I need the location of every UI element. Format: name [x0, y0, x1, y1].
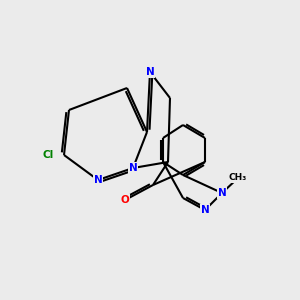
Text: O: O: [121, 195, 129, 205]
Text: N: N: [218, 188, 226, 198]
Text: N: N: [129, 163, 137, 173]
Text: Cl: Cl: [42, 150, 54, 160]
Text: N: N: [146, 67, 154, 77]
Text: N: N: [94, 175, 102, 185]
Text: N: N: [201, 205, 209, 215]
Text: CH₃: CH₃: [229, 173, 247, 182]
